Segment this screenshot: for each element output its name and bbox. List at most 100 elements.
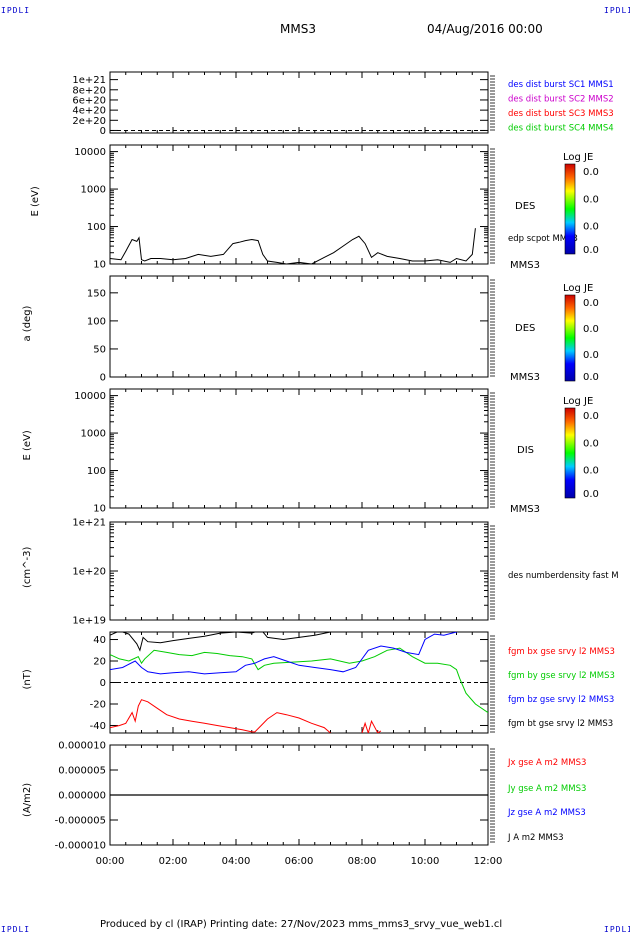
y-tick-label: 10 — [93, 260, 106, 271]
legend-entry: Jx gse A m2 MMS3 — [507, 758, 586, 768]
y-tick-label: 0.000000 — [58, 791, 106, 802]
y-tick-label: 8e+20 — [72, 85, 106, 96]
y-tick-label: 1e+20 — [72, 567, 106, 578]
colorbar-title: Log JE — [563, 396, 593, 407]
x-tick-label: 12:00 — [474, 856, 503, 867]
colorbar-tick-label: 0.0 — [583, 245, 599, 256]
spacecraft-side-label: MMS3 — [510, 372, 540, 383]
y-tick-label: 1000 — [81, 185, 106, 196]
y-axis-label: (A/m2) — [22, 783, 33, 817]
scpot-line — [109, 228, 476, 265]
series-line — [361, 719, 382, 733]
colorbar-scale — [564, 407, 576, 499]
colorbar-tick-label: 0.0 — [583, 222, 599, 233]
legend-entry: fgm bx gse srvy l2 MMS3 — [508, 647, 615, 657]
series-line — [110, 632, 335, 652]
y-axis-label: (nT) — [22, 669, 33, 689]
footer-credit: Produced by cl (IRAP) Printing date: 27/… — [100, 919, 503, 930]
spacecraft-side-label: MMS3 — [510, 260, 540, 271]
legend-entry: des dist burst SC3 MMS3 — [508, 109, 614, 119]
legend-entry: Jy gse A m2 MMS3 — [507, 784, 586, 794]
y-tick-label: 1e+21 — [72, 75, 106, 86]
panel-frame — [109, 521, 489, 621]
x-tick-label: 02:00 — [159, 856, 188, 867]
y-tick-label: 0.000010 — [58, 741, 106, 752]
y-axis-label: E (eV) — [30, 186, 41, 216]
colorbar-tick-label: 0.0 — [583, 324, 599, 335]
y-tick-label: -0.000010 — [55, 841, 106, 852]
y-tick-label: 0 — [100, 126, 106, 137]
colorbar-tick-label: 0.0 — [583, 298, 599, 309]
y-axis-label: E (eV) — [22, 430, 33, 460]
y-tick-label: 1e+19 — [72, 616, 106, 627]
colorbar-title: Log JE — [563, 283, 593, 294]
colorbar-tick-label: 0.0 — [583, 372, 599, 383]
y-tick-label: 1e+21 — [72, 518, 106, 529]
legend-entry: J A m2 MMS3 — [507, 833, 564, 843]
instrument-label: DES — [515, 201, 535, 212]
colorbar-tick-label: 0.0 — [583, 411, 599, 422]
x-tick-label: 00:00 — [96, 856, 125, 867]
colorbar-tick-label: 0.0 — [583, 167, 599, 178]
spacecraft-side-label: MMS3 — [510, 504, 540, 515]
corner-label-top-left: IPDLI — [1, 6, 31, 15]
y-tick-label: 100 — [87, 466, 106, 477]
x-tick-label: 10:00 — [411, 856, 440, 867]
colorbar-scale — [564, 163, 576, 255]
overlay-label: edp scpot MMS3 — [508, 234, 578, 244]
y-tick-label: 6e+20 — [72, 95, 106, 106]
x-tick-label: 08:00 — [348, 856, 377, 867]
y-tick-label: 100 — [87, 222, 106, 233]
legend-entry: fgm bt gse srvy l2 MMS3 — [508, 719, 613, 729]
colorbar-tick-label: 0.0 — [583, 438, 599, 449]
y-tick-label: 0.000005 — [58, 766, 106, 777]
colorbar-tick-label: 0.0 — [583, 194, 599, 205]
colorbar-tick-label: 0.0 — [583, 489, 599, 500]
series-line — [110, 699, 331, 733]
y-tick-label: 50 — [93, 344, 106, 355]
instrument-label: DES — [515, 323, 535, 334]
y-tick-label: 0 — [100, 678, 106, 689]
legend-entry: fgm by gse srvy l2 MMS3 — [508, 671, 615, 681]
legend-entry: des numberdensity fast M — [508, 571, 619, 581]
legend-entry: fgm bz gse srvy l2 MMS3 — [508, 695, 614, 705]
corner-label-bottom-left: IPDLI — [1, 925, 31, 934]
legend-entry: des dist burst SC1 MMS1 — [508, 80, 614, 90]
panel-frame — [109, 71, 489, 134]
y-tick-label: 10000 — [74, 147, 106, 158]
y-tick-label: -20 — [90, 699, 106, 710]
y-tick-label: 4e+20 — [72, 106, 106, 117]
colorbar-scale — [564, 294, 576, 382]
y-tick-label: 2e+20 — [72, 116, 106, 127]
panel-frame — [109, 275, 489, 378]
y-tick-label: 1000 — [81, 429, 106, 440]
y-tick-label: 10 — [93, 504, 106, 515]
series-line — [110, 647, 488, 714]
y-tick-label: -40 — [90, 721, 106, 732]
instrument-label: DIS — [517, 445, 534, 456]
y-tick-label: -0.000005 — [55, 816, 106, 827]
colorbar-tick-label: 0.0 — [583, 466, 599, 477]
panel-frame — [109, 144, 489, 265]
corner-label-top-right: IPDLI — [604, 6, 630, 15]
x-tick-label: 06:00 — [285, 856, 314, 867]
y-axis-label: (cm^-3) — [22, 547, 33, 588]
spacecraft-title: MMS3 — [280, 22, 316, 36]
series-line — [110, 632, 459, 675]
y-tick-label: 100 — [87, 316, 106, 327]
legend-entry: Jz gse A m2 MMS3 — [507, 808, 586, 818]
y-tick-label: 0 — [100, 373, 106, 384]
y-tick-label: 40 — [93, 635, 106, 646]
corner-label-bottom-right: IPDLI — [604, 925, 630, 934]
y-tick-label: 150 — [87, 288, 106, 299]
panel-frame — [109, 388, 489, 509]
y-tick-label: 10000 — [74, 391, 106, 402]
legend-entry: des dist burst SC4 MMS4 — [508, 124, 614, 134]
y-axis-label: a (deg) — [22, 305, 33, 341]
datetime-title: 04/Aug/2016 00:00 — [427, 22, 543, 36]
colorbar-tick-label: 0.0 — [583, 350, 599, 361]
x-tick-label: 04:00 — [222, 856, 251, 867]
legend-entry: des dist burst SC2 MMS2 — [508, 95, 614, 105]
y-tick-label: 20 — [93, 657, 106, 668]
